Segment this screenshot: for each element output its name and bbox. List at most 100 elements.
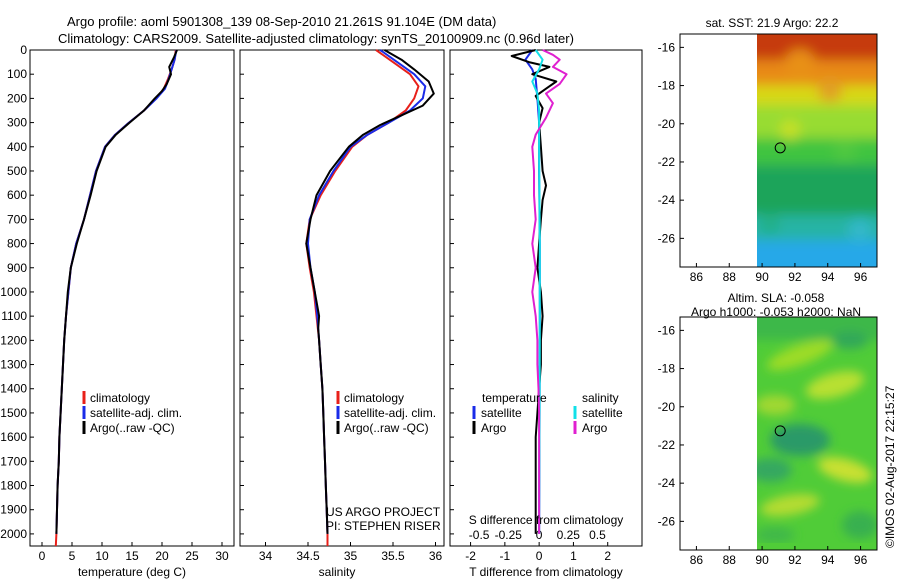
map-y-tick-label: -26 [658,514,676,528]
t-difference-x-axis: -2 -1 0 1 2 [465,542,611,563]
depth-tick-label: 400 [7,140,27,154]
map-x-tick-label: 88 [723,270,737,284]
map-x-tick-label: 90 [755,270,769,284]
depth-tick-label: 1600 [0,430,27,444]
depth-tick-label: 300 [7,116,27,130]
legend-label-climatology: climatology [344,391,404,405]
difference-panel-frame [449,49,643,547]
legend-label-t-satellite: satellite [481,406,522,420]
depth-tick-label: 900 [7,261,27,275]
x-tick-label: 20 [155,549,169,563]
map-x-tick-label: 88 [723,553,737,567]
map-x-tick-label: 90 [755,553,769,567]
map-y-tick-label: -20 [658,400,676,414]
x-tick-label: 35.5 [381,549,405,563]
legend-label-s-argo: Argo [582,421,608,435]
s-diff-tick-label: -0.5 [469,528,490,542]
salinity-xlabel: salinity [319,565,356,579]
sla-map-frame [679,316,878,551]
legend-label-argo: Argo(..raw -QC) [344,421,429,435]
map-y-tick-label: -18 [658,79,676,93]
difference-legend: temperature salinity satellite Argo sate… [472,391,623,435]
map-x-tick-label: 94 [821,553,835,567]
temperature-xlabel: temperature (deg C) [78,565,186,579]
map-y-tick-label: -22 [658,438,676,452]
depth-tick-label: 200 [7,91,27,105]
t-difference-xlabel: T difference from climatology [469,565,623,579]
sst-map-frame [679,33,878,268]
map-x-tick-label: 86 [690,270,704,284]
argo-location-marker [774,142,786,154]
x-tick-label: 25 [185,549,199,563]
salinity-x-axis: 34 34.5 35 35.5 36 [259,542,443,563]
s-diff-tick-label: -0.25 [495,528,523,542]
map-y-tick-label: -24 [658,476,676,490]
map-y-tick-label: -16 [658,40,676,54]
series-satellite-adj-clim [55,49,178,534]
temperature-x-axis: 0 5 10 15 20 25 30 [39,542,229,563]
depth-tick-label: 1000 [0,285,27,299]
legend-label-s-satellite: satellite [582,406,623,420]
depth-tick-label: 1900 [0,503,27,517]
map-x-tick-label: 92 [788,553,802,567]
x-tick-label: 35 [344,549,358,563]
x-tick-label: 2 [604,549,611,563]
map-y-tick-label: -26 [658,231,676,245]
sla-map-subtitle: Argo h1000: -0.053 h2000: NaN [691,305,861,319]
project-annotation: US ARGO PROJECT [326,505,441,519]
depth-tick-label: 1200 [0,333,27,347]
salinity-panel-frame [239,49,445,547]
depth-tick-label: 100 [7,67,27,81]
depth-tick-label: 1400 [0,382,27,396]
series-climatology [54,49,177,547]
legend-label-satellite: satellite-adj. clim. [90,406,182,420]
map-y-tick-label: -22 [658,155,676,169]
series-temperature-argo [510,49,558,534]
x-tick-label: 36 [429,549,443,563]
temperature-series [54,49,178,547]
legend-label-satellite: satellite-adj. clim. [344,406,436,420]
s-diff-tick-label: 0.25 [557,528,581,542]
s-diff-tick-label: 0 [536,528,543,542]
depth-tick-label: 800 [7,237,27,251]
x-tick-label: 10 [95,549,109,563]
x-tick-label: 5 [69,549,76,563]
figure-title: Argo profile: aoml 5901308_139 08-Sep-20… [67,14,496,29]
x-tick-label: -1 [500,549,511,563]
series-argo-raw-qc [305,49,435,534]
depth-tick-label: 1700 [0,454,27,468]
salinity-series [305,49,435,546]
depth-tick-label: 1800 [0,479,27,493]
x-tick-label: 0 [39,549,46,563]
map-x-tick-label: 86 [690,553,704,567]
depth-tick-label: 1100 [1,309,27,323]
map-y-tick-label: -24 [658,193,676,207]
x-tick-label: -2 [465,549,476,563]
series-salinity-argo [531,49,568,534]
x-tick-label: 0 [536,549,543,563]
x-tick-label: 30 [215,549,229,563]
temperature-legend: climatology satellite-adj. clim. Argo(..… [82,391,182,435]
sla-heatmap [757,317,877,550]
legend-label-climatology: climatology [90,391,150,405]
s-diff-tick-label: 0.5 [589,528,606,542]
salinity-legend: climatology satellite-adj. clim. Argo(..… [336,391,436,435]
map-y-tick-label: -20 [658,117,676,131]
figure-subtitle: Climatology: CARS2009. Satellite-adjuste… [58,31,574,46]
argo-location-marker [774,425,786,437]
depth-axis: 0 100 200 300 400 500 600 700 800 900 1000 1100 1200… [0,43,454,541]
map-y-tick-label: -18 [658,362,676,376]
legend-label-argo: Argo(..raw -QC) [90,421,175,435]
depth-tick-label: 0 [20,43,27,57]
map-x-tick-label: 94 [821,270,835,284]
depth-tick-label: 600 [7,188,27,202]
sla-map-axes: 86 88 90 92 94 96 -16 -18 -20 -22 -24 -26 [658,323,868,567]
depth-tick-label: 500 [7,164,27,178]
x-tick-label: 15 [125,549,139,563]
depth-tick-label: 700 [7,212,27,226]
sst-map-title: sat. SST: 21.9 Argo: 22.2 [706,16,839,30]
legend-label-t-argo: Argo [481,421,507,435]
pi-annotation: PI: STEPHEN RISER [326,519,441,533]
series-climatology [305,49,420,546]
